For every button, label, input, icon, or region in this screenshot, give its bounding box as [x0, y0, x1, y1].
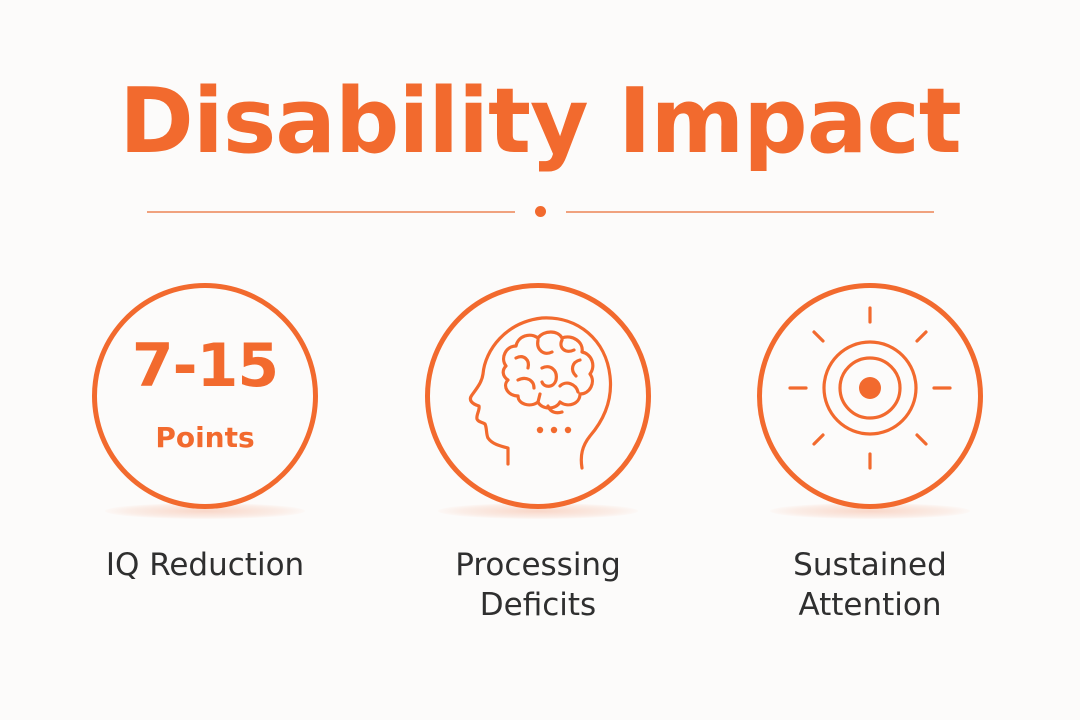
circle-shadow	[770, 503, 970, 519]
card-processing-deficits: Processing Deficits	[420, 283, 656, 625]
metric-value: 7-15	[131, 331, 279, 401]
icon-circle	[757, 283, 983, 509]
metric-unit: Points	[155, 421, 255, 454]
divider-right	[566, 211, 934, 213]
card-iq-reduction: 7-15 Points IQ Reduction	[87, 283, 323, 585]
target-focus-icon	[788, 306, 952, 470]
card-label: Sustained Attention	[740, 545, 1000, 625]
card-label-line: Processing	[455, 547, 621, 583]
card-sustained-attention: Sustained Attention	[752, 283, 988, 625]
circle-shadow	[438, 503, 638, 519]
metric-circle: 7-15 Points	[92, 283, 318, 509]
circle-shadow	[105, 503, 305, 519]
divider-dot	[535, 206, 546, 217]
brain-head-icon	[468, 316, 613, 470]
divider-left	[147, 211, 515, 213]
card-label-line: Deficits	[479, 587, 597, 623]
card-label-line: Sustained	[793, 547, 947, 583]
card-label: Processing Deficits	[408, 545, 668, 625]
page-title: Disability Impact	[119, 69, 962, 174]
card-label-line: Attention	[798, 587, 942, 623]
card-label: IQ Reduction	[75, 545, 335, 585]
icon-circle	[425, 283, 651, 509]
card-label-line: IQ Reduction	[105, 547, 305, 583]
